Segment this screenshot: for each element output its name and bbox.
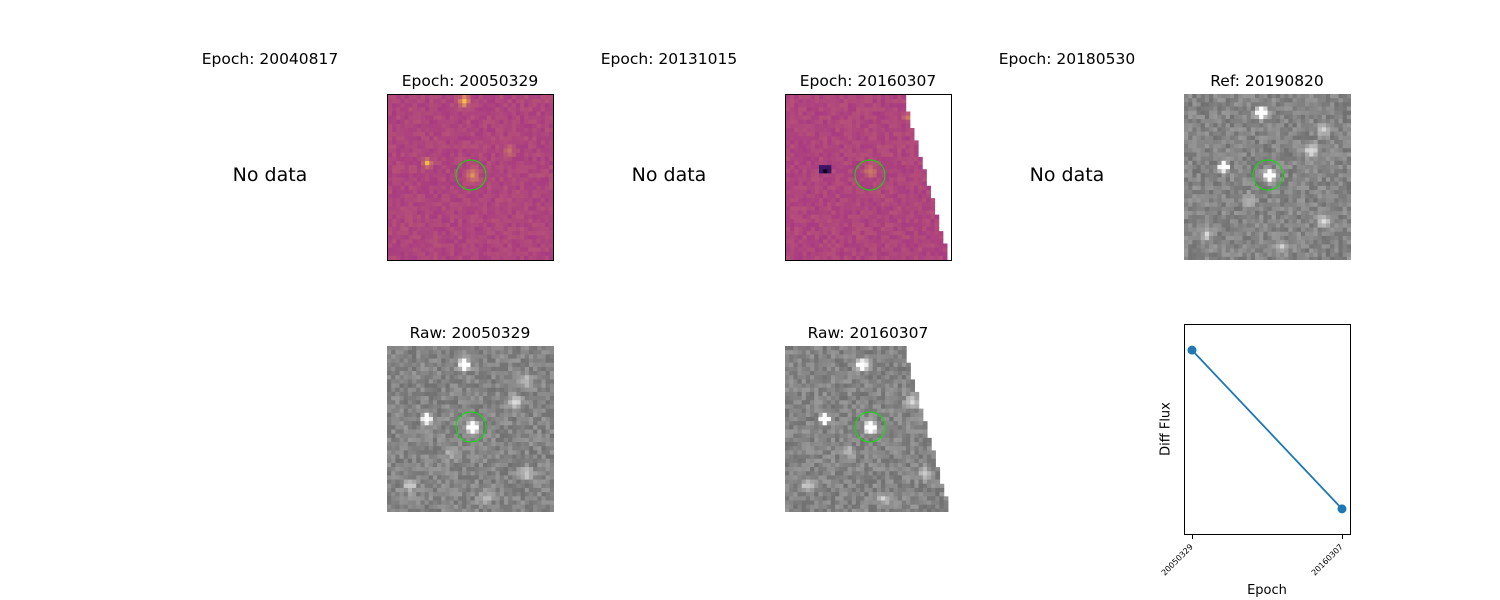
- x-tick-20160307: [1342, 535, 1343, 539]
- panel-title-epoch-20180530: Epoch: 20180530: [998, 50, 1136, 68]
- reference-image-20190820: [1184, 94, 1351, 260]
- aperture-circle-diff-20050329: [455, 159, 487, 191]
- data-point-20160307: [1337, 504, 1347, 514]
- panel-title-ref-20190820: Ref: 20190820: [1210, 72, 1324, 90]
- aperture-circle-raw-20050329: [455, 411, 487, 443]
- x-tick-label-20160307: 20160307: [1309, 542, 1345, 578]
- y-axis-label: Diff Flux: [1158, 402, 1174, 456]
- aperture-circle-raw-20160307: [854, 411, 886, 443]
- panel-title-epoch-20160307: Epoch: 20160307: [799, 72, 937, 90]
- no-data-label-20131015: No data: [631, 164, 707, 186]
- light-curve-line: [1191, 349, 1343, 510]
- aperture-circle-diff-20160307: [854, 159, 886, 191]
- aperture-circle-ref: [1252, 159, 1284, 191]
- panel-title-epoch-20131015: Epoch: 20131015: [600, 50, 738, 68]
- x-axis-label: Epoch: [1247, 583, 1287, 598]
- diff-image-20050329: [387, 94, 554, 261]
- x-tick-label-20050329: 20050329: [1159, 542, 1195, 578]
- no-data-label-20040817: No data: [232, 164, 308, 186]
- light-curve-plot: [1184, 324, 1351, 535]
- raw-image-20160307: [785, 346, 952, 512]
- panel-title-raw-20160307: Raw: 20160307: [807, 324, 929, 342]
- panel-title-raw-20050329: Raw: 20050329: [409, 324, 531, 342]
- x-tick-20050329: [1192, 535, 1193, 539]
- panel-title-epoch-20050329: Epoch: 20050329: [401, 72, 539, 90]
- raw-image-20050329: [387, 346, 554, 512]
- panel-title-epoch-20040817: Epoch: 20040817: [201, 50, 339, 68]
- light-curve-svg: [1187, 345, 1347, 514]
- no-data-label-20180530: No data: [1029, 164, 1105, 186]
- data-point-20050329: [1187, 345, 1197, 355]
